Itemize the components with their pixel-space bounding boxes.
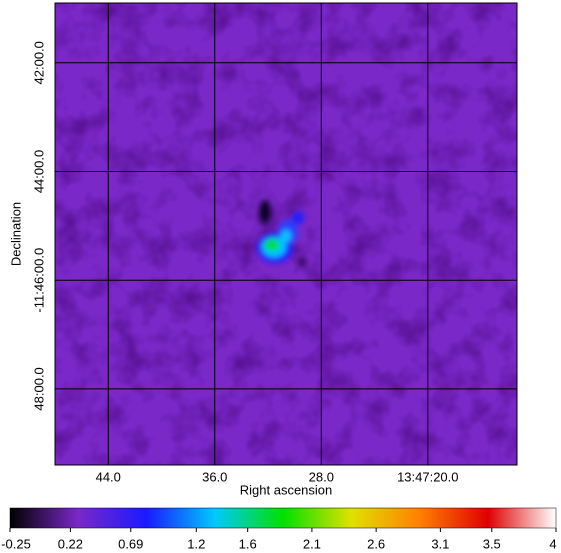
y-tick-label: 48:00.0	[31, 367, 46, 410]
colorbar-tick-label: -0.25	[1, 536, 31, 551]
colorbar-tick-label: 3.5	[483, 536, 501, 551]
x-tick-label: 44.0	[96, 469, 121, 484]
colorbar-tick-label: 1.6	[239, 536, 257, 551]
plot-frame	[54, 2, 518, 466]
colorbar	[9, 507, 557, 529]
sky-image	[55, 3, 517, 465]
x-tick-label: 36.0	[202, 469, 227, 484]
y-tick-label: 42:00.0	[31, 41, 46, 84]
y-tick-label: 44:00.0	[31, 150, 46, 193]
colorbar-tick-label: 2.6	[367, 536, 385, 551]
y-axis-label: Declination	[8, 202, 23, 266]
x-tick-label: 13:47:20.0	[397, 469, 458, 484]
source	[257, 200, 306, 265]
colorbar-tick-label: 0.22	[58, 536, 83, 551]
colorbar-tick-label: 0.69	[118, 536, 143, 551]
colorbar-tick-label: 4	[549, 536, 556, 551]
colorbar-tick-label: 3.1	[431, 536, 449, 551]
x-axis-label: Right ascension	[240, 482, 333, 497]
grid	[55, 3, 517, 465]
colorbar-tick-label: 1.2	[187, 536, 205, 551]
x-tick-label: 28.0	[309, 469, 334, 484]
colorbar-tick-label: 2.1	[303, 536, 321, 551]
y-tick-label: -11:46:00.0	[31, 248, 46, 313]
